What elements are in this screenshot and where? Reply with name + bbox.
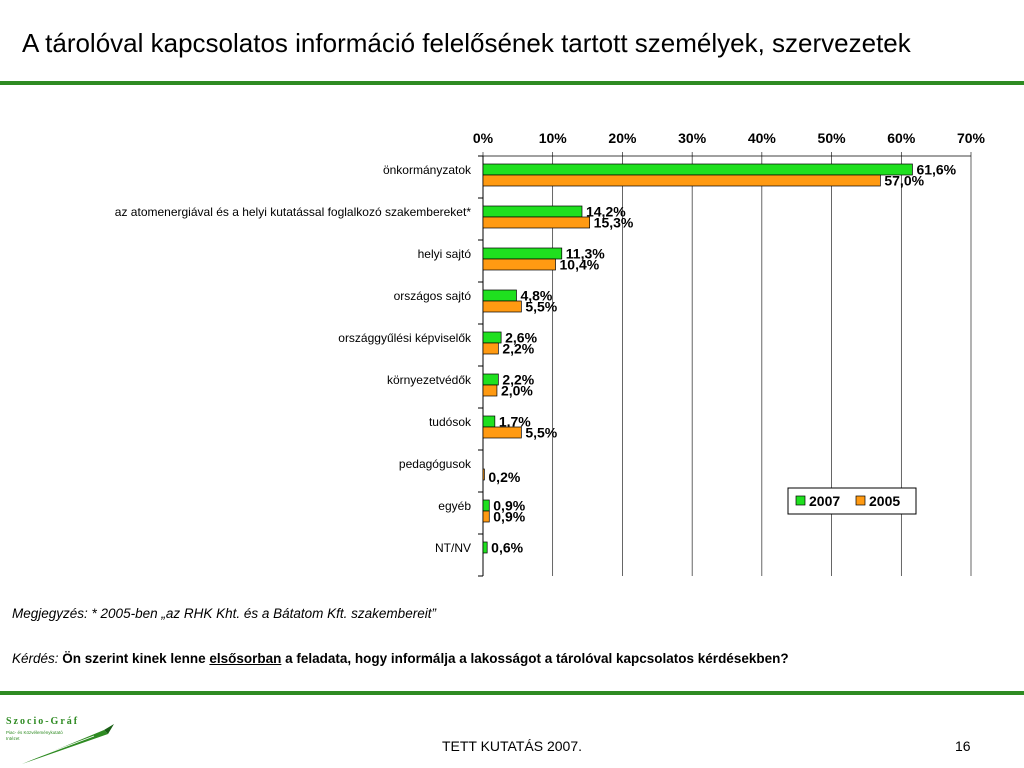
slide-title: A tárolóval kapcsolatos információ felel… xyxy=(22,28,911,58)
bar-2005 xyxy=(482,216,591,229)
footer-text: TETT KUTATÁS 2007. xyxy=(441,738,583,754)
x-tick-label: 70% xyxy=(957,130,986,146)
category-label: helyi sajtó xyxy=(418,247,472,261)
category-label: az atomenergiával és a helyi kutatással … xyxy=(115,205,472,219)
data-label: 2,2% xyxy=(502,372,534,388)
data-label: 5,5% xyxy=(525,299,557,315)
question-text-after: a feladata, hogy informálja a lakosságot… xyxy=(285,651,789,666)
bar-2007 xyxy=(482,499,490,512)
x-tick-label: 60% xyxy=(887,130,916,146)
data-label: 14,2% xyxy=(586,204,626,220)
data-label: 57,0% xyxy=(884,173,924,189)
data-label: 0,9% xyxy=(493,509,525,525)
top-divider xyxy=(0,81,1024,85)
category-label: önkormányzatok xyxy=(383,163,472,177)
x-tick-label: 20% xyxy=(608,130,637,146)
bar-2007 xyxy=(482,331,502,344)
category-label: környezetvédők xyxy=(387,373,472,387)
data-label: 0,2% xyxy=(488,469,520,485)
bar-chart: 0% 10% 20% 30% 40% 50% 60% 70% önkormányzatok 61,… xyxy=(115,130,986,577)
page-number: 16 xyxy=(955,738,971,754)
data-label: 11,3% xyxy=(566,246,605,262)
bar-2007 xyxy=(482,289,517,302)
data-label: 61,6% xyxy=(916,162,956,178)
bar-2005 xyxy=(482,174,881,187)
x-tick-label: 10% xyxy=(539,130,568,146)
category-label: tudósok xyxy=(429,415,472,429)
category-label: pedagógusok xyxy=(399,457,472,471)
footnote: Megjegyzés: * 2005-ben „az RHK Kht. és a… xyxy=(12,606,436,621)
bar-2005 xyxy=(482,300,522,313)
question-label: Kérdés: xyxy=(12,651,59,666)
data-label: 2,2% xyxy=(502,341,534,357)
x-tick-label: 30% xyxy=(678,130,707,146)
category-label: országgyűlési képviselők xyxy=(338,331,472,345)
x-tick-label: 40% xyxy=(748,130,777,146)
bar-2005 xyxy=(482,468,485,481)
bar-2007 xyxy=(482,247,563,260)
data-label: 0,9% xyxy=(493,498,525,514)
szocio-graf-logo: Szocio-Gráf Piac- és Közvéleménykutató I… xyxy=(6,716,114,764)
svg-text:Intézet: Intézet xyxy=(6,736,20,741)
legend-label-2007: 2007 xyxy=(809,493,840,509)
data-label: 0,6% xyxy=(491,540,523,556)
bar-2007 xyxy=(482,163,913,176)
svg-text:Szocio-Gráf: Szocio-Gráf xyxy=(6,716,79,727)
bar-2007 xyxy=(482,415,496,428)
legend-label-2005: 2005 xyxy=(869,493,900,509)
x-tick-label: 0% xyxy=(473,130,494,146)
data-label: 10,4% xyxy=(560,257,600,273)
bar-2007 xyxy=(482,373,499,386)
legend-swatch-2007 xyxy=(795,495,806,506)
bar-2005 xyxy=(482,342,499,355)
data-label: 1,7% xyxy=(499,414,531,430)
category-label: országos sajtó xyxy=(394,289,472,303)
data-label: 5,5% xyxy=(525,425,557,441)
category-label: NT/NV xyxy=(435,541,471,555)
legend-box xyxy=(787,487,917,515)
survey-question: Kérdés: Ön szerint kinek lenne elsősorba… xyxy=(12,651,789,666)
bar-2005 xyxy=(482,510,490,523)
bottom-divider xyxy=(0,691,1024,695)
data-label: 15,3% xyxy=(594,215,634,231)
data-label: 4,8% xyxy=(520,288,552,304)
bar-2007 xyxy=(482,205,583,218)
bar-2005 xyxy=(482,258,556,271)
legend-swatch-2005 xyxy=(855,495,866,506)
category-label: egyéb xyxy=(438,499,471,513)
question-text-underlined: elsősorban xyxy=(209,651,282,666)
question-text-before: Ön szerint kinek lenne xyxy=(62,651,206,666)
svg-text:Piac- és Közvéleménykutató: Piac- és Közvéleménykutató xyxy=(6,730,63,735)
x-tick-label: 50% xyxy=(818,130,847,146)
data-label: 2,6% xyxy=(505,330,537,346)
data-label: 2,0% xyxy=(501,383,533,399)
bar-2007 xyxy=(482,541,488,554)
bar-2005 xyxy=(482,384,498,397)
bar-2005 xyxy=(482,426,522,439)
